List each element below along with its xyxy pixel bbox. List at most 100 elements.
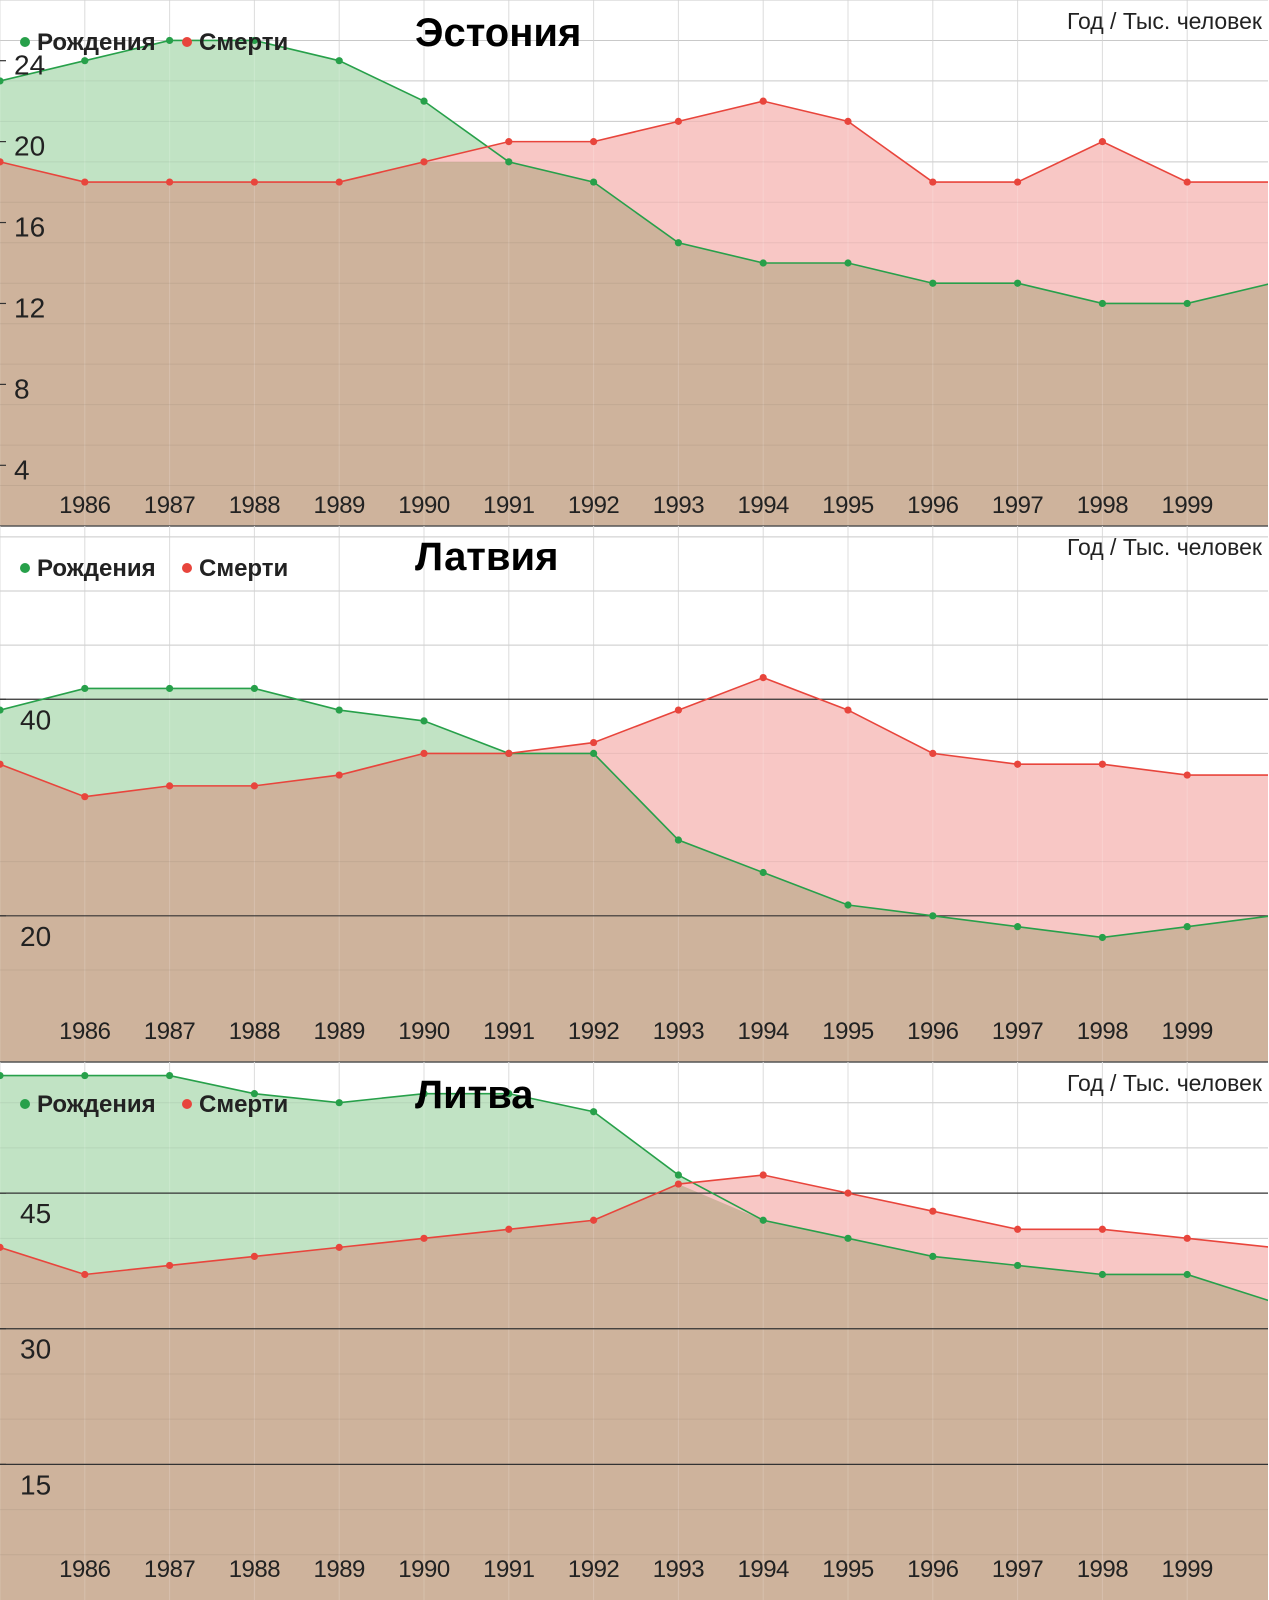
births-point [81, 1071, 89, 1080]
x-tick-label: 1994 [738, 492, 790, 519]
x-tick-label: 1991 [483, 492, 535, 519]
y-tick-label: 4 [14, 454, 30, 485]
births-point [1183, 299, 1191, 308]
births-point [759, 259, 767, 267]
y-tick-label: 40 [20, 704, 51, 735]
legend-label-births: Рождения [37, 29, 156, 56]
x-tick-label: 1991 [483, 1556, 535, 1583]
legend-label-deaths: Смерти [199, 555, 288, 582]
x-tick-label: 1987 [144, 1556, 196, 1583]
legend-marker-deaths [182, 37, 192, 47]
births-point [674, 836, 683, 844]
deaths-point [505, 749, 513, 757]
births-point [420, 97, 428, 105]
overlap-area [0, 161, 1268, 526]
births-point [1014, 279, 1022, 287]
deaths-point [335, 178, 343, 186]
deaths-line [0, 100, 1268, 183]
births-line [0, 39, 1268, 305]
x-tick-label: 1992 [568, 492, 620, 519]
deaths-point [844, 706, 852, 714]
y-tick-label: 15 [20, 1469, 51, 1500]
chart-title: Латвия [415, 535, 558, 579]
births-point [250, 1090, 258, 1098]
y-tick-label: 20 [20, 921, 51, 952]
y-tick-label: 12 [14, 292, 45, 323]
unit-label: Год / Тыс. человек [1067, 534, 1263, 560]
births-point [590, 749, 598, 757]
overlap-area [0, 753, 1268, 1062]
y-tick-label: 8 [14, 373, 30, 404]
chart-title: Литва [415, 1073, 534, 1117]
chart-panel-3: 45 30 15 1986 1987 1988 1989 1990 1991 1992 1993 19… [0, 1062, 1268, 1600]
x-tick-label: 1999 [1162, 1556, 1214, 1583]
legend: Рождения Смерти [20, 29, 288, 56]
x-tick-label: 1999 [1162, 1018, 1214, 1045]
births-point [81, 57, 89, 65]
births-point [505, 1090, 513, 1098]
x-tick-label: 1991 [483, 1018, 535, 1045]
x-tick-label: 1993 [653, 1556, 705, 1583]
deaths-point [335, 771, 343, 779]
births-point [929, 1252, 937, 1261]
x-tick-label: 1995 [822, 1018, 874, 1045]
deaths-point [250, 1252, 258, 1261]
x-tick-label: 1986 [59, 1018, 111, 1045]
births-point [420, 1090, 428, 1098]
plot-area [0, 526, 1268, 1062]
deaths-point [1183, 1234, 1191, 1242]
births-point [844, 259, 852, 267]
chart-panel-2: 40 20 1986 1987 1988 1989 1990 1991 1992 1993 1994… [0, 526, 1268, 1063]
x-tick-label: 1993 [653, 1018, 705, 1045]
deaths-point [81, 1270, 89, 1279]
x-tick-label: 1990 [398, 1556, 450, 1583]
plot-area [0, 0, 1268, 526]
deaths-point [505, 1225, 513, 1233]
deaths-point [1014, 1225, 1022, 1233]
y-tick-label: 24 [14, 50, 45, 81]
deaths-point [0, 760, 4, 768]
unit-label: Год / Тыс. человек [1067, 8, 1263, 34]
deaths-point [929, 1207, 937, 1215]
deaths-point [759, 1171, 767, 1179]
chart-title: Эстония [415, 11, 581, 55]
births-point [759, 1216, 767, 1224]
deaths-point [81, 793, 89, 801]
deaths-point [81, 178, 89, 186]
deaths-point [335, 1243, 343, 1251]
deaths-point [505, 138, 513, 146]
births-point [929, 279, 937, 287]
legend-label-deaths: Смерти [199, 29, 288, 56]
births-line [0, 1074, 1268, 1302]
x-tick-label: 1989 [314, 1018, 366, 1045]
deaths-point [759, 97, 767, 105]
x-tick-label: 1998 [1077, 1556, 1129, 1583]
deaths-point [166, 1261, 174, 1270]
x-tick-label: 1999 [1162, 492, 1214, 519]
births-point [1183, 923, 1191, 931]
x-tick-label: 1996 [907, 492, 959, 519]
x-tick-label: 1998 [1077, 492, 1129, 519]
births-point [929, 912, 937, 920]
deaths-point [250, 782, 258, 790]
deaths-point [590, 738, 598, 747]
x-tick-label: 1988 [229, 492, 281, 519]
deaths-point [166, 782, 174, 790]
x-tick-label: 1992 [568, 1018, 620, 1045]
births-point [0, 77, 4, 85]
births-point [505, 158, 513, 166]
births-point [1098, 299, 1106, 308]
deaths-point [420, 1234, 428, 1242]
x-tick-label: 1998 [1077, 1018, 1129, 1045]
births-point [590, 178, 598, 186]
births-point [1098, 933, 1106, 942]
births-point [166, 1071, 174, 1080]
births-point [335, 57, 343, 65]
deaths-point [674, 1180, 683, 1188]
x-tick-label: 1996 [907, 1556, 959, 1583]
births-point [166, 36, 174, 45]
deaths-point [929, 178, 937, 186]
y-tick-label: 16 [14, 212, 45, 243]
deaths-point [250, 178, 258, 186]
